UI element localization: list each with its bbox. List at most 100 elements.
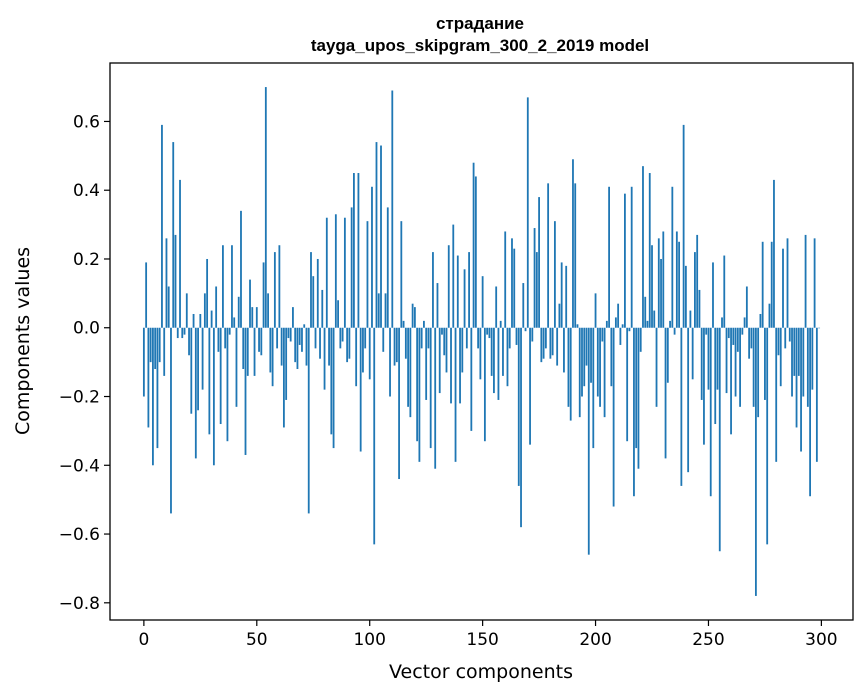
bar-289 bbox=[795, 327, 798, 428]
bar-229 bbox=[660, 258, 662, 328]
bar-157 bbox=[497, 327, 500, 400]
bar-52 bbox=[260, 327, 263, 356]
bar-88 bbox=[341, 327, 344, 342]
bar-247 bbox=[700, 327, 703, 400]
bar-254 bbox=[716, 327, 719, 390]
bar-98 bbox=[364, 327, 367, 349]
bar-181 bbox=[551, 327, 554, 356]
bar-293 bbox=[804, 234, 807, 328]
bar-111 bbox=[393, 327, 396, 366]
bar-101 bbox=[371, 186, 373, 328]
bar-259 bbox=[727, 327, 730, 339]
bar-277 bbox=[768, 303, 771, 328]
bar-48 bbox=[251, 307, 254, 328]
bar-144 bbox=[468, 252, 470, 328]
bar-39 bbox=[231, 245, 233, 328]
bar-165 bbox=[515, 327, 518, 345]
x-tick-label: 50 bbox=[246, 630, 268, 650]
bar-253 bbox=[714, 327, 717, 425]
bar-249 bbox=[705, 327, 708, 335]
bar-166 bbox=[517, 327, 520, 486]
bar-260 bbox=[730, 327, 732, 435]
bar-189 bbox=[569, 327, 572, 421]
bar-238 bbox=[680, 327, 683, 486]
bar-154 bbox=[490, 327, 493, 376]
bar-160 bbox=[504, 231, 507, 328]
bar-47 bbox=[249, 279, 251, 328]
bar-200 bbox=[594, 293, 597, 328]
bar-151 bbox=[483, 327, 486, 442]
bar-58 bbox=[273, 252, 276, 328]
bar-170 bbox=[526, 97, 529, 328]
y-axis-label: Components values bbox=[12, 247, 34, 435]
bar-185 bbox=[560, 262, 563, 328]
bar-135 bbox=[447, 245, 450, 328]
bar-156 bbox=[495, 286, 498, 328]
bar-173 bbox=[533, 228, 536, 328]
bar-2 bbox=[147, 327, 150, 428]
bar-74 bbox=[310, 252, 312, 328]
bar-158 bbox=[499, 320, 502, 328]
bar-70 bbox=[301, 327, 303, 352]
bar-148 bbox=[477, 327, 480, 349]
bar-255 bbox=[718, 327, 721, 552]
bar-231 bbox=[664, 327, 667, 459]
bar-53 bbox=[262, 262, 265, 328]
bar-248 bbox=[703, 327, 705, 445]
bar-102 bbox=[373, 327, 376, 545]
bar-13 bbox=[172, 142, 175, 328]
bar-99 bbox=[366, 221, 369, 328]
bar-230 bbox=[662, 231, 665, 328]
bar-142 bbox=[463, 269, 466, 328]
bar-60 bbox=[278, 245, 281, 328]
bar-81 bbox=[325, 217, 328, 328]
bar-226 bbox=[653, 310, 656, 328]
bar-49 bbox=[253, 327, 256, 376]
bar-109 bbox=[389, 327, 391, 397]
bar-169 bbox=[524, 327, 527, 332]
y-tick-label: −0.4 bbox=[59, 456, 100, 476]
bar-177 bbox=[542, 327, 545, 359]
bar-116 bbox=[404, 327, 407, 359]
bar-141 bbox=[461, 327, 464, 373]
bar-285 bbox=[786, 238, 789, 328]
bar-257 bbox=[723, 255, 726, 328]
bar-119 bbox=[411, 303, 414, 328]
bar-201 bbox=[596, 327, 599, 397]
bar-199 bbox=[592, 327, 595, 449]
bar-140 bbox=[459, 327, 461, 404]
bar-93 bbox=[353, 173, 355, 328]
bar-288 bbox=[793, 327, 796, 376]
bar-126 bbox=[427, 327, 430, 349]
x-tick-label: 0 bbox=[138, 630, 149, 650]
bar-42 bbox=[237, 296, 240, 328]
bar-61 bbox=[280, 327, 283, 366]
bar-240 bbox=[684, 265, 687, 328]
bar-270 bbox=[752, 327, 755, 407]
chart-title: страдание bbox=[436, 14, 524, 33]
bar-272 bbox=[757, 327, 760, 418]
bar-180 bbox=[549, 327, 552, 359]
bar-167 bbox=[520, 327, 522, 528]
bar-67 bbox=[294, 327, 297, 363]
bar-40 bbox=[233, 317, 236, 328]
y-tick-label: −0.8 bbox=[59, 594, 100, 614]
bar-174 bbox=[535, 252, 538, 328]
bar-252 bbox=[712, 262, 714, 328]
x-axis-ticks: 0 50 100 150 200 250 300 bbox=[138, 620, 838, 650]
bar-57 bbox=[271, 327, 274, 387]
bar-227 bbox=[655, 327, 658, 407]
bar-295 bbox=[809, 327, 811, 497]
bar-188 bbox=[567, 327, 570, 407]
bar-22 bbox=[192, 313, 195, 328]
bar-118 bbox=[409, 327, 412, 418]
bar-28 bbox=[206, 258, 209, 328]
bar-38 bbox=[228, 327, 231, 335]
bar-283 bbox=[782, 248, 784, 328]
bar-149 bbox=[479, 327, 482, 380]
bar-208 bbox=[612, 327, 615, 507]
bar-273 bbox=[759, 313, 762, 328]
bar-122 bbox=[418, 327, 421, 462]
bar-139 bbox=[456, 255, 459, 328]
bar-299 bbox=[818, 327, 821, 329]
